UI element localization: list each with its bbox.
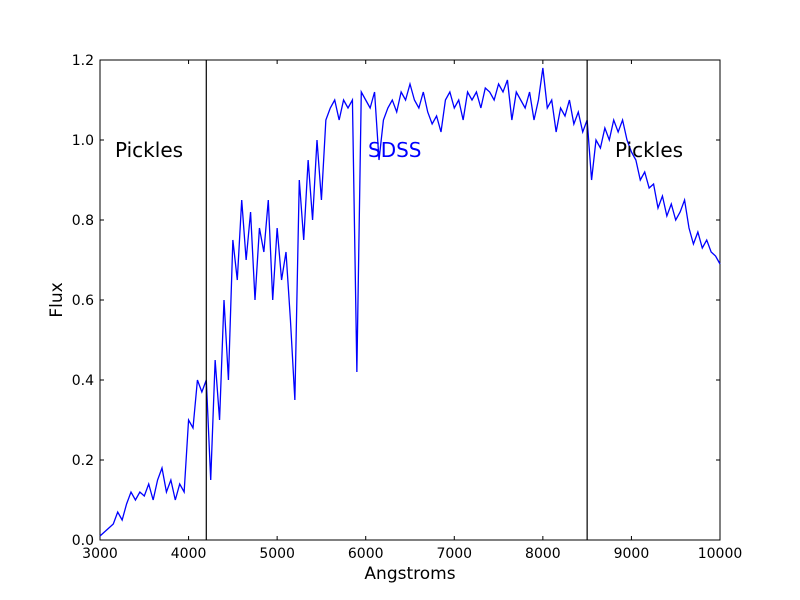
spectrum-line [99,67,721,537]
y-tick-label: 1.2 [72,53,94,69]
x-tick-label: 4000 [171,546,207,562]
x-tick-label: 3000 [82,546,118,562]
y-tick-label: 0.2 [72,453,94,469]
x-tick-label: 5000 [259,546,295,562]
y-tick-label: 0.4 [72,373,94,389]
x-tick-label: 6000 [348,546,384,562]
x-tick-label: 7000 [436,546,472,562]
annotation: SDSS [368,138,422,162]
y-axis-label: Flux [47,282,67,317]
x-tick-label: 8000 [525,546,561,562]
annotation: Pickles [115,138,183,162]
y-tick-label: 0.8 [72,213,94,229]
annotation: Pickles [615,138,683,162]
x-tick-label: 10000 [698,546,743,562]
y-tick-label: 1.0 [72,133,94,149]
x-tick-label: 9000 [614,546,650,562]
y-tick-label: 0.6 [72,293,94,309]
y-tick-label: 0.0 [72,533,94,549]
x-axis-label: Angstroms [364,564,455,584]
